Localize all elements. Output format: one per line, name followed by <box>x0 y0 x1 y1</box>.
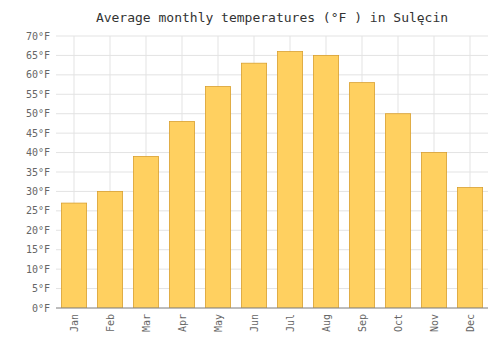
grid-line-y <box>56 55 488 56</box>
x-axis-line <box>56 308 488 309</box>
x-tick-label: Feb <box>105 314 116 332</box>
x-tick-label: Oct <box>393 314 404 332</box>
grid-line-y <box>56 133 488 134</box>
grid-line-y <box>56 308 488 309</box>
bar <box>205 87 230 308</box>
y-tick-label: 0°F <box>32 303 50 314</box>
x-tick-label: Nov <box>429 314 440 332</box>
x-tick-label: May <box>213 314 224 332</box>
grid <box>56 36 488 308</box>
bar <box>277 52 302 308</box>
bars <box>61 52 482 308</box>
x-tick-label: Mar <box>141 314 152 332</box>
bar <box>385 114 410 308</box>
x-axis: Jan Feb Mar Apr May Jun Jul Aug Sep Oct Nov Dec <box>69 314 476 332</box>
chart: Average monthly temperatures (°F ) in Su… <box>0 0 500 350</box>
y-tick-label: 50°F <box>26 108 50 119</box>
x-tick-label: Apr <box>177 314 188 332</box>
y-tick-label: 35°F <box>26 167 50 178</box>
x-tick-label: Sep <box>357 314 368 332</box>
y-tick-label: 10°F <box>26 264 50 275</box>
y-tick-label: 25°F <box>26 205 50 216</box>
y-tick-label: 40°F <box>26 147 50 158</box>
bar <box>349 83 374 308</box>
y-axis: 0°F 5°F 10°F 15°F 20°F 25°F 30°F 35°F 40°F 45°F 50… <box>26 31 50 314</box>
y-tick-label: 60°F <box>26 69 50 80</box>
bar <box>97 191 122 308</box>
chart-container: Average monthly temperatures (°F ) in Su… <box>0 0 500 350</box>
x-tick-label: Jun <box>249 314 260 332</box>
grid-line-y <box>56 94 488 95</box>
y-tick-label: 15°F <box>26 244 50 255</box>
x-tick-label: Jan <box>69 314 80 332</box>
x-tick-label: Dec <box>465 314 476 332</box>
x-tick-label: Jul <box>285 314 296 332</box>
y-tick-label: 55°F <box>26 89 50 100</box>
bar <box>169 121 194 308</box>
bar <box>61 203 86 308</box>
grid-line-y <box>56 74 488 75</box>
bar <box>241 63 266 308</box>
y-tick-label: 65°F <box>26 50 50 61</box>
grid-line-y <box>56 113 488 114</box>
y-tick-label: 5°F <box>32 283 50 294</box>
y-tick-label: 45°F <box>26 128 50 139</box>
y-tick-label: 20°F <box>26 225 50 236</box>
y-tick-label: 70°F <box>26 31 50 42</box>
bar <box>133 156 158 308</box>
title: Average monthly temperatures (°F ) in Su… <box>96 10 448 25</box>
bar <box>421 153 446 308</box>
x-tick-label: Aug <box>321 314 332 332</box>
y-tick-label: 30°F <box>26 186 50 197</box>
grid-line-y <box>56 36 488 37</box>
bar <box>457 188 482 308</box>
bar <box>313 55 338 308</box>
